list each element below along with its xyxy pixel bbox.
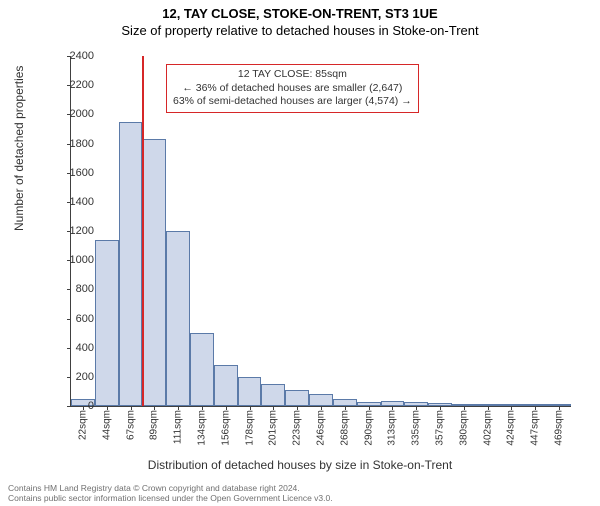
histogram-bar (190, 333, 214, 406)
histogram-bar (95, 240, 119, 406)
y-tick-label: 2200 (54, 79, 94, 91)
x-tick-label: 469sqm (554, 410, 565, 446)
x-tick-label: 380sqm (458, 410, 469, 446)
histogram-bar (285, 390, 309, 406)
x-tick-label: 22sqm (77, 410, 88, 440)
x-tick-label: 156sqm (220, 410, 231, 446)
histogram-bar (166, 231, 190, 406)
x-tick-label: 290sqm (363, 410, 374, 446)
x-tick-label: 201sqm (268, 410, 279, 446)
y-axis-label: Number of detached properties (12, 66, 26, 231)
x-tick-label: 89sqm (149, 410, 160, 440)
x-axis-label: Distribution of detached houses by size … (0, 458, 600, 472)
y-tick-label: 1400 (54, 196, 94, 208)
y-tick-label: 600 (54, 313, 94, 325)
histogram-bar (333, 399, 357, 406)
histogram-bar (119, 122, 143, 406)
annotation-line: 12 TAY CLOSE: 85sqm (173, 68, 412, 82)
footer-line1: Contains HM Land Registry data © Crown c… (8, 483, 333, 494)
x-tick-label: 313sqm (387, 410, 398, 446)
y-tick-label: 2400 (54, 50, 94, 62)
x-tick-label: 335sqm (411, 410, 422, 446)
y-tick-label: 0 (54, 400, 94, 412)
y-tick-label: 200 (54, 371, 94, 383)
chart-container: 12, TAY CLOSE, STOKE-ON-TRENT, ST3 1UE S… (0, 6, 600, 506)
y-tick-label: 2000 (54, 108, 94, 120)
x-tick-label: 178sqm (244, 410, 255, 446)
x-tick-label: 67sqm (125, 410, 136, 440)
histogram-bar (238, 377, 262, 406)
plot-area: 22sqm44sqm67sqm89sqm111sqm134sqm156sqm17… (70, 56, 570, 406)
x-tick-label: 111sqm (173, 410, 184, 444)
y-tick-label: 800 (54, 283, 94, 295)
y-tick-label: 1000 (54, 254, 94, 266)
y-tick-label: 1800 (54, 138, 94, 150)
x-tick-label: 223sqm (292, 410, 303, 446)
histogram-bar (142, 139, 166, 406)
x-tick-label: 447sqm (530, 410, 541, 446)
property-marker-line (142, 56, 144, 406)
y-tick-label: 1200 (54, 225, 94, 237)
histogram-bar (261, 384, 285, 406)
x-tick-label: 134sqm (196, 410, 207, 446)
y-tick-label: 400 (54, 342, 94, 354)
x-tick-label: 357sqm (435, 410, 446, 446)
chart-title-address: 12, TAY CLOSE, STOKE-ON-TRENT, ST3 1UE (0, 6, 600, 21)
histogram-bar (309, 394, 333, 406)
x-tick-label: 246sqm (316, 410, 327, 446)
x-tick-label: 268sqm (339, 410, 350, 446)
footer-line2: Contains public sector information licen… (8, 493, 333, 504)
x-tick-label: 424sqm (506, 410, 517, 446)
x-tick-label: 44sqm (101, 410, 112, 440)
chart-subtitle: Size of property relative to detached ho… (0, 23, 600, 38)
annotation-box: 12 TAY CLOSE: 85sqm← 36% of detached hou… (166, 64, 419, 113)
x-tick-label: 402sqm (482, 410, 493, 446)
y-tick-label: 1600 (54, 167, 94, 179)
footer-attribution: Contains HM Land Registry data © Crown c… (8, 483, 333, 504)
annotation-line: ← 36% of detached houses are smaller (2,… (173, 82, 412, 96)
histogram-bar (214, 365, 238, 406)
annotation-line: 63% of semi-detached houses are larger (… (173, 95, 412, 109)
